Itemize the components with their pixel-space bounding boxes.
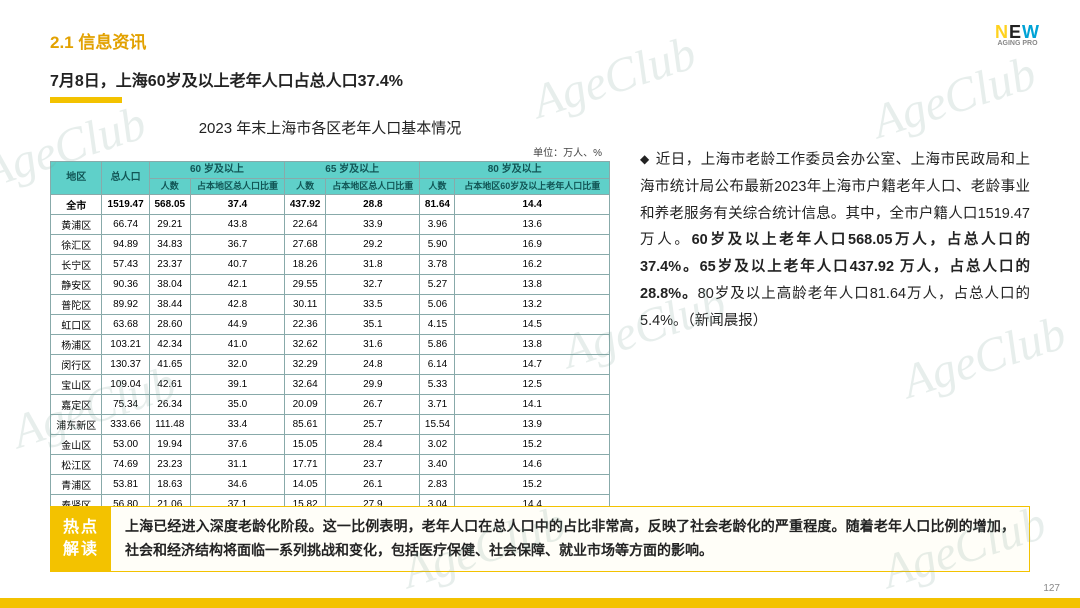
table-row: 虹口区63.6828.6044.922.3635.14.1514.5 — [51, 314, 610, 334]
table-row: 长宁区57.4323.3740.718.2631.83.7816.2 — [51, 254, 610, 274]
hotspot-box: 热点 解读 上海已经进入深度老龄化阶段。这一比例表明，老年人口在总人口中的占比非… — [50, 506, 1030, 572]
table-row: 金山区53.0019.9437.615.0528.43.0215.2 — [51, 434, 610, 454]
section-number: 2.1 信息资讯 — [50, 28, 1030, 53]
table-unit: 单位：万人、% — [50, 144, 602, 159]
footer-bar — [0, 598, 1080, 608]
accent-bar — [50, 97, 122, 103]
hotspot-text: 上海已经进入深度老龄化阶段。这一比例表明，老年人口在总人口中的占比非常高，反映了… — [111, 507, 1029, 571]
table-row: 黄浦区66.7429.2143.822.6433.93.9613.6 — [51, 214, 610, 234]
table-row: 普陀区89.9238.4442.830.1133.55.0613.2 — [51, 294, 610, 314]
table-title: 2023 年末上海市各区老年人口基本情况 — [50, 117, 610, 138]
table-row: 全市1519.47568.0537.4437.9228.881.6414.4 — [51, 194, 610, 214]
col-region: 地区 — [51, 162, 102, 195]
table-row: 松江区74.6923.2331.117.7123.73.4014.6 — [51, 454, 610, 474]
elderly-population-table: 地区 总人口 60 岁及以上 65 岁及以上 80 岁及以上 人数 占本地区总人… — [50, 161, 610, 535]
headline: 7月8日，上海60岁及以上老年人口占总人口37.4% — [50, 67, 403, 91]
col-60plus: 60 岁及以上 — [149, 162, 284, 179]
page-number: 127 — [1043, 583, 1060, 594]
table-row: 徐汇区94.8934.8336.727.6829.25.9016.9 — [51, 234, 610, 254]
table-row: 静安区90.3638.0442.129.5532.75.2713.8 — [51, 274, 610, 294]
table-row: 宝山区109.0442.6139.132.6429.95.3312.5 — [51, 374, 610, 394]
description-paragraph: ◆近日，上海市老龄工作委员会办公室、上海市民政局和上海市统计局公布最新2023年… — [640, 147, 1030, 335]
data-table-area: 2023 年末上海市各区老年人口基本情况 单位：万人、% 地区 总人口 60 岁… — [50, 115, 610, 535]
table-row: 青浦区53.8118.6334.614.0526.12.8315.2 — [51, 474, 610, 494]
description-area: ◆近日，上海市老龄工作委员会办公室、上海市民政局和上海市统计局公布最新2023年… — [640, 115, 1030, 535]
table-row: 杨浦区103.2142.3441.032.6231.65.8613.8 — [51, 334, 610, 354]
table-row: 闵行区130.3741.6532.032.2924.86.1414.7 — [51, 354, 610, 374]
logo: NEW AGING PRO — [995, 22, 1040, 47]
col-65plus: 65 岁及以上 — [285, 162, 420, 179]
hotspot-label: 热点 解读 — [51, 507, 111, 571]
table-row: 浦东新区333.66111.4833.485.6125.715.5413.9 — [51, 414, 610, 434]
table-row: 嘉定区75.3426.3435.020.0926.73.7114.1 — [51, 394, 610, 414]
col-total: 总人口 — [102, 162, 149, 195]
col-80plus: 80 岁及以上 — [420, 162, 610, 179]
